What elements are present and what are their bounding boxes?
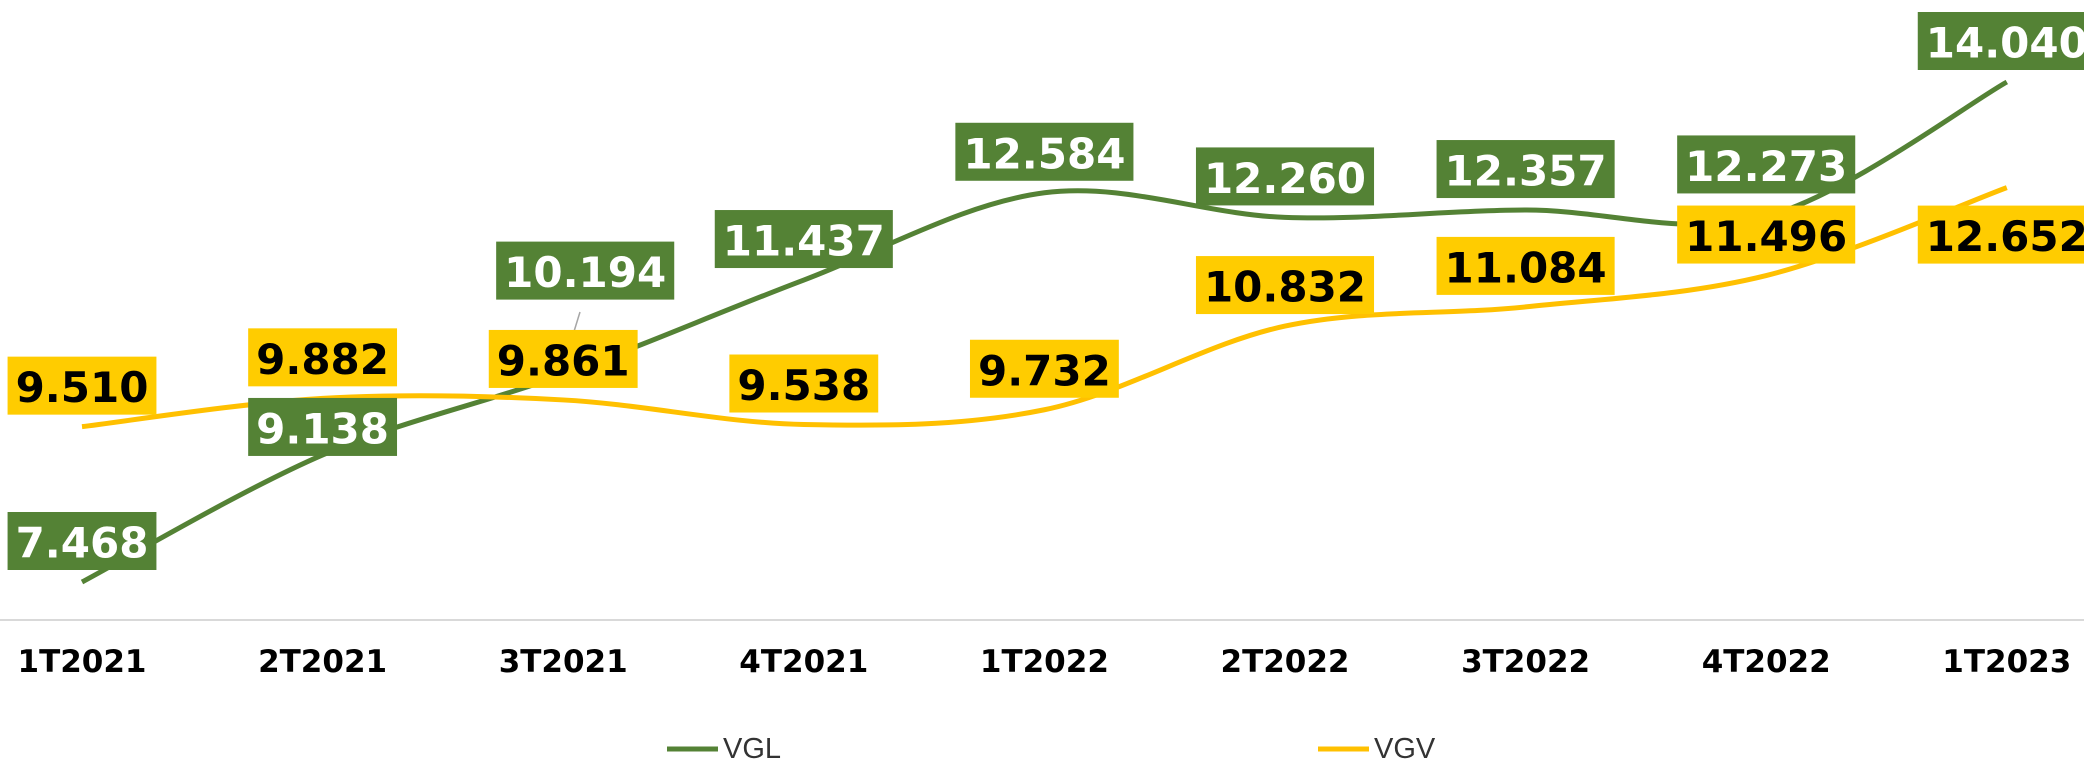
series-line <box>81 185 2008 430</box>
data-label: 10.194 <box>504 248 666 297</box>
data-label: 12.260 <box>1204 154 1366 203</box>
data-label-box <box>248 328 398 387</box>
data-label: 12.357 <box>1445 147 1607 196</box>
data-label-box <box>1677 205 1856 264</box>
data-label: 7.468 <box>16 519 149 568</box>
data-label-box <box>729 354 879 413</box>
data-label: 10.832 <box>1204 263 1366 312</box>
data-label: 9.861 <box>497 336 630 385</box>
data-label-box <box>714 210 893 269</box>
data-label: 12.273 <box>1685 142 1847 191</box>
data-label-box <box>969 339 1119 398</box>
x-tick-label: 3T2021 <box>499 644 628 680</box>
data-label-box <box>496 241 675 300</box>
data-label-box <box>488 329 638 388</box>
data-label-box <box>7 356 157 415</box>
data-label: 12.652 <box>1926 212 2084 261</box>
data-label-box <box>1436 140 1615 199</box>
data-label: 9.732 <box>978 346 1111 395</box>
x-tick-label: 4T2022 <box>1702 644 1831 680</box>
data-label-box <box>1195 147 1375 206</box>
data-label-box <box>1917 205 2084 264</box>
x-tick-label: 2T2021 <box>258 644 387 680</box>
x-tick-label: 2T2022 <box>1221 644 1350 680</box>
data-label-box <box>955 122 1134 181</box>
data-label: 9.510 <box>16 363 149 412</box>
x-tick-label: 4T2021 <box>739 644 868 680</box>
x-tick-label: 3T2022 <box>1461 644 1590 680</box>
legend-label: VGV <box>1374 733 1436 762</box>
data-label-box <box>1436 236 1615 295</box>
data-label-box <box>7 512 157 570</box>
data-label-box <box>248 397 398 456</box>
data-label-box <box>1677 135 1856 194</box>
data-label: 11.496 <box>1685 212 1847 261</box>
data-label-box <box>1917 12 2084 70</box>
data-label: 12.584 <box>963 129 1125 178</box>
data-label: 14.040 <box>1926 19 2084 68</box>
x-tick-label: 1T2021 <box>18 644 147 680</box>
data-label: 9.538 <box>737 361 870 410</box>
x-tick-label: 1T2023 <box>1942 644 2071 680</box>
legend-label: VGL <box>723 733 781 762</box>
data-label: 11.437 <box>723 217 885 266</box>
data-label: 9.882 <box>256 335 389 384</box>
data-label: 9.138 <box>256 404 389 453</box>
data-label: 11.084 <box>1445 243 1607 292</box>
data-label-box <box>1195 256 1375 315</box>
x-tick-label: 1T2022 <box>980 644 1109 680</box>
